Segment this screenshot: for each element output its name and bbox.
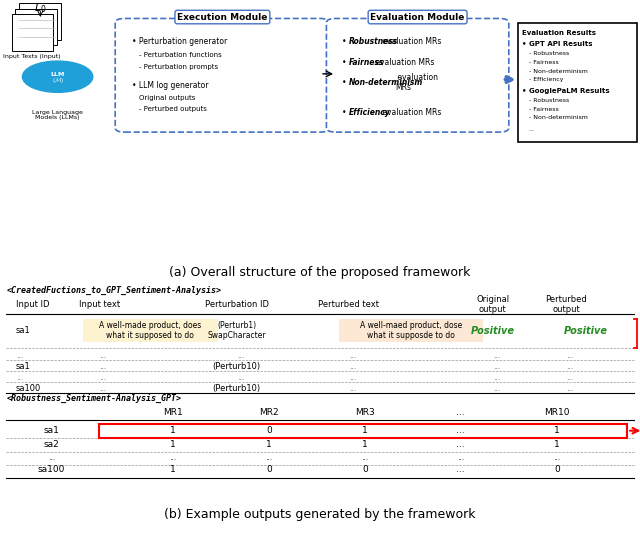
Text: sa1: sa1	[44, 426, 59, 435]
Text: MR10: MR10	[544, 408, 570, 417]
Text: Input ID: Input ID	[16, 300, 49, 309]
Text: - Efficiency: - Efficiency	[529, 77, 563, 82]
Text: ...: ...	[457, 452, 465, 461]
Text: • LLM log generator: • LLM log generator	[132, 81, 209, 90]
Text: ...: ...	[237, 351, 244, 360]
Text: <Robustness_Sentiment-Analysis_GPT>: <Robustness_Sentiment-Analysis_GPT>	[6, 394, 181, 403]
Text: ...: ...	[16, 351, 23, 360]
Text: • GPT API Results: • GPT API Results	[522, 41, 593, 47]
Text: Robustness: Robustness	[349, 36, 398, 46]
Text: sa100: sa100	[38, 465, 65, 474]
Text: sa100: sa100	[16, 384, 41, 393]
Text: 1: 1	[170, 440, 175, 449]
Text: ...: ...	[493, 384, 500, 393]
Text: $L_0$: $L_0$	[34, 2, 47, 16]
Text: •: •	[342, 108, 349, 117]
Text: Efficiency: Efficiency	[349, 108, 390, 117]
Text: Input Texts (Input): Input Texts (Input)	[3, 54, 61, 59]
Circle shape	[77, 74, 90, 79]
Text: - Robustness: - Robustness	[529, 98, 569, 103]
Text: ...: ...	[456, 440, 465, 449]
Text: 0: 0	[362, 465, 367, 474]
Bar	[12, 14, 53, 51]
Text: - Robustness: - Robustness	[529, 51, 569, 56]
Circle shape	[22, 61, 93, 92]
Text: MR3: MR3	[355, 408, 374, 417]
Text: Positive: Positive	[564, 326, 607, 336]
FancyBboxPatch shape	[115, 18, 330, 132]
Text: - Perturbed outputs: - Perturbed outputs	[139, 106, 207, 113]
Text: ...: ...	[493, 351, 500, 360]
Circle shape	[64, 81, 77, 87]
Text: LLM: LLM	[51, 72, 65, 77]
Text: MR2: MR2	[259, 408, 278, 417]
Text: •: •	[342, 58, 349, 67]
Text: ...: ...	[47, 452, 55, 461]
Text: • Perturbation generator: • Perturbation generator	[132, 36, 228, 46]
Text: Evaluation Results: Evaluation Results	[522, 29, 596, 36]
Circle shape	[64, 66, 77, 72]
Text: 1: 1	[362, 426, 367, 435]
Text: Perturbed
output: Perturbed output	[545, 295, 588, 314]
Text: ...: ...	[566, 362, 573, 371]
Text: (Perturb10): (Perturb10)	[212, 384, 261, 393]
Circle shape	[38, 81, 51, 87]
Text: Execution Module: Execution Module	[177, 12, 268, 21]
Text: ...: ...	[16, 373, 23, 382]
Text: 1: 1	[554, 440, 559, 449]
Text: $(\mathcal{M})$: $(\mathcal{M})$	[51, 75, 64, 85]
Text: A well-made product, does
what it supposed to do: A well-made product, does what it suppos…	[99, 321, 202, 340]
Text: 1: 1	[170, 426, 175, 435]
Text: 0: 0	[266, 426, 271, 435]
Text: 1: 1	[554, 426, 559, 435]
Text: ...: ...	[237, 373, 244, 382]
Text: ...: ...	[456, 465, 465, 474]
Bar	[99, 423, 627, 438]
Circle shape	[38, 66, 51, 72]
Text: evaluation
MRs: evaluation MRs	[395, 73, 438, 92]
Text: 1: 1	[170, 465, 175, 474]
Text: evaluation MRs: evaluation MRs	[373, 58, 435, 67]
Text: A well-maed product, dose
what it supposde to do: A well-maed product, dose what it suppos…	[360, 321, 462, 340]
Text: (Perturb1)
SwapCharacter: (Perturb1) SwapCharacter	[207, 321, 266, 340]
Text: (b) Example outputs generated by the framework: (b) Example outputs generated by the fra…	[164, 508, 476, 521]
Text: MR1: MR1	[163, 408, 182, 417]
Text: Non-determinism: Non-determinism	[349, 78, 423, 87]
Text: ...: ...	[265, 452, 273, 461]
Text: Input text: Input text	[79, 300, 120, 309]
FancyBboxPatch shape	[83, 319, 218, 342]
Text: Fairness: Fairness	[349, 58, 384, 67]
Text: ...: ...	[349, 373, 356, 382]
Text: 1: 1	[362, 440, 367, 449]
Text: ...: ...	[493, 362, 500, 371]
Text: ...: ...	[349, 351, 356, 360]
Text: - Fairness: - Fairness	[529, 60, 558, 65]
Text: ...: ...	[361, 452, 369, 461]
Text: - Non-determinism: - Non-determinism	[529, 69, 588, 73]
Text: Original outputs: Original outputs	[139, 95, 195, 101]
Text: 1: 1	[266, 440, 271, 449]
Text: ...: ...	[169, 452, 177, 461]
Text: ...: ...	[456, 408, 465, 417]
Text: Positive: Positive	[471, 326, 515, 336]
Text: ...: ...	[456, 426, 465, 435]
Text: <CreatedFuctions_to_GPT_Sentiment-Analysis>: <CreatedFuctions_to_GPT_Sentiment-Analys…	[6, 286, 221, 295]
Text: sa1: sa1	[16, 362, 31, 371]
Text: ...: ...	[566, 351, 573, 360]
Text: - Fairness: - Fairness	[529, 107, 558, 112]
Text: ...: ...	[99, 351, 106, 360]
Text: ...: ...	[493, 373, 500, 382]
Text: • GooglePaLM Results: • GooglePaLM Results	[522, 88, 610, 94]
Text: - Perturbation functions: - Perturbation functions	[139, 53, 221, 58]
Bar	[15, 9, 57, 46]
Text: sa2: sa2	[44, 440, 59, 449]
Text: (a) Overall structure of the proposed framework: (a) Overall structure of the proposed fr…	[170, 266, 470, 279]
Text: ...: ...	[99, 362, 106, 371]
Text: Original
output: Original output	[476, 295, 509, 314]
Text: evaluation MRs: evaluation MRs	[380, 108, 441, 117]
Text: ...: ...	[99, 373, 106, 382]
Text: Perturbation ID: Perturbation ID	[205, 300, 269, 309]
Text: - Non-determinism: - Non-determinism	[529, 115, 588, 121]
Text: Large Language
Models (LLMs): Large Language Models (LLMs)	[32, 110, 83, 121]
Text: sa1: sa1	[16, 326, 31, 335]
